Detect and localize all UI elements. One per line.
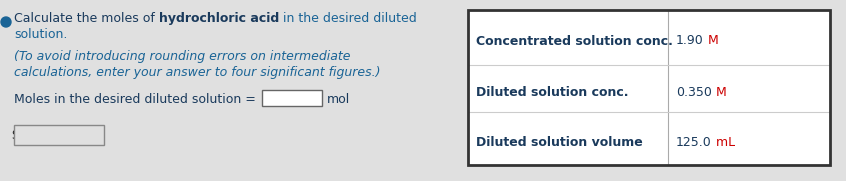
Text: M: M [711,85,727,98]
Circle shape [1,17,11,27]
Text: M: M [704,35,718,47]
Bar [468,10,830,165]
Text: mL: mL [711,136,735,148]
Text: 125.0: 125.0 [676,136,711,148]
Text: mol: mol [327,93,350,106]
Text: Show/Hide Help: Show/Hide Help [13,129,106,142]
Bar [262,90,321,106]
Text: Concentrated solution conc.: Concentrated solution conc. [476,35,673,48]
Text: 0.350: 0.350 [676,85,711,98]
Bar [468,10,830,165]
Bar [14,125,104,145]
Text: Calculate the moles of: Calculate the moles of [14,12,159,25]
Text: hydrochloric acid: hydrochloric acid [159,12,279,25]
Text: Moles in the desired diluted solution =: Moles in the desired diluted solution = [14,93,260,106]
Text: in the desired diluted: in the desired diluted [279,12,417,25]
Text: (To avoid introducing rounding errors on intermediate: (To avoid introducing rounding errors on… [14,50,350,63]
Text: Diluted solution conc.: Diluted solution conc. [476,86,629,99]
Text: calculations, enter your answer to four significant figures.): calculations, enter your answer to four … [14,66,381,79]
Text: 1.90: 1.90 [676,35,704,47]
Text: Diluted solution volume: Diluted solution volume [476,136,643,149]
Text: solution.: solution. [14,28,68,41]
